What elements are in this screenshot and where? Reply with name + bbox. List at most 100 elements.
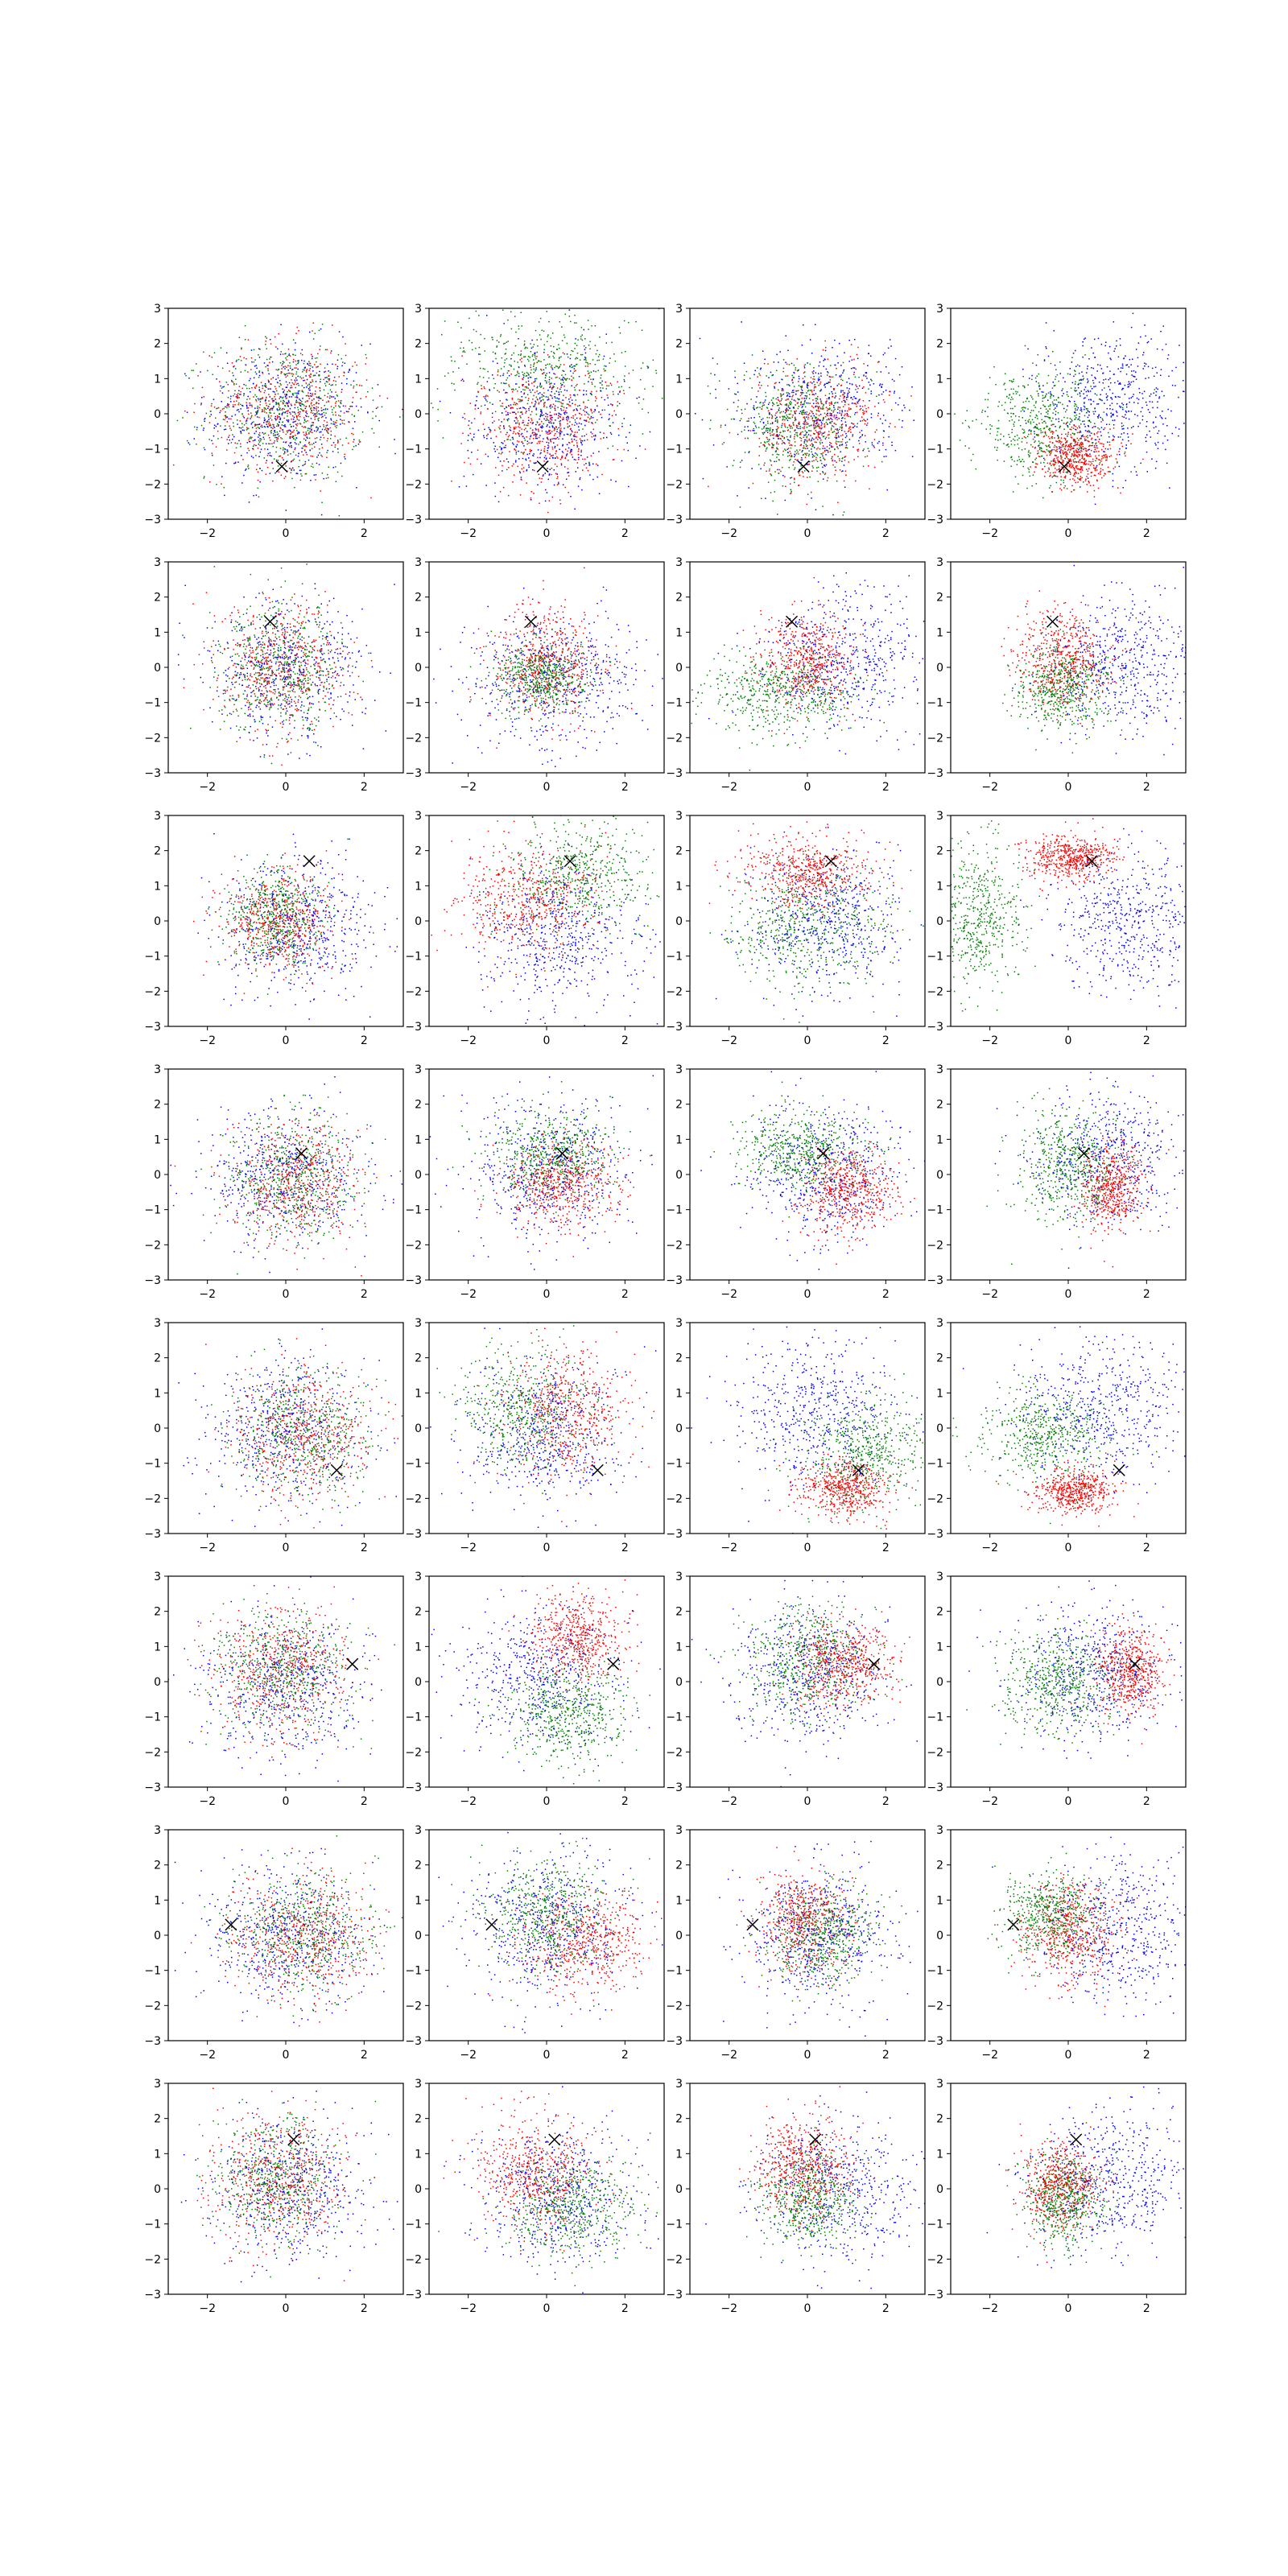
point-blue — [598, 411, 600, 413]
point-red — [856, 411, 858, 413]
point-red — [240, 443, 242, 445]
point-blue — [903, 404, 905, 407]
point-blue — [348, 421, 349, 423]
point-red — [819, 383, 821, 385]
point-blue — [799, 412, 800, 415]
point-green — [841, 457, 843, 460]
point-red — [486, 435, 488, 436]
point-blue — [473, 433, 475, 436]
point-blue — [539, 435, 541, 436]
point-red — [815, 448, 818, 450]
point-green — [565, 379, 567, 381]
point-green — [766, 428, 767, 430]
point-blue — [308, 388, 310, 390]
point-green — [329, 438, 332, 440]
point-red — [827, 410, 828, 411]
point-red — [863, 374, 865, 376]
point-blue — [566, 419, 568, 420]
point-red — [552, 403, 555, 405]
point-blue — [200, 402, 202, 404]
point-red — [759, 387, 761, 389]
point-green — [303, 403, 304, 406]
point-red — [785, 399, 786, 401]
point-blue — [348, 371, 349, 373]
point-red — [284, 394, 286, 395]
point-blue — [851, 422, 852, 424]
point-red — [816, 425, 819, 427]
point-red — [325, 477, 328, 479]
point-green — [499, 428, 501, 430]
point-red — [547, 354, 549, 356]
point-red — [200, 404, 202, 406]
point-red — [272, 401, 274, 402]
point-blue — [1135, 371, 1137, 373]
point-red — [1053, 464, 1055, 465]
point-red — [514, 427, 516, 430]
point-blue — [803, 401, 806, 402]
point-red — [828, 402, 831, 404]
point-red — [551, 378, 552, 379]
point-red — [321, 447, 324, 448]
point-blue — [577, 467, 579, 469]
point-green — [622, 390, 625, 391]
point-blue — [320, 436, 322, 438]
point-blue — [266, 460, 267, 461]
point-red — [533, 434, 535, 436]
point-green — [796, 431, 799, 434]
point-green — [327, 393, 329, 394]
point-red — [807, 414, 809, 416]
point-green — [801, 451, 803, 452]
point-blue — [263, 417, 266, 419]
point-red — [1059, 470, 1061, 473]
point-red — [225, 415, 227, 418]
point-blue — [246, 442, 249, 444]
point-blue — [1153, 421, 1154, 423]
point-green — [810, 425, 811, 427]
point-red — [766, 436, 768, 439]
point-red — [835, 428, 836, 430]
point-green — [318, 374, 320, 376]
point-green — [821, 453, 823, 455]
point-blue — [820, 355, 823, 357]
point-green — [326, 452, 328, 453]
point-green — [607, 448, 609, 449]
point-green — [283, 447, 284, 449]
point-green — [774, 479, 776, 481]
point-red — [794, 372, 795, 374]
point-red — [786, 404, 788, 406]
point-green — [481, 385, 482, 386]
point-red — [323, 378, 324, 381]
point-green — [1121, 407, 1124, 409]
point-red — [539, 442, 540, 444]
point-red — [815, 437, 817, 440]
point-green — [542, 398, 544, 401]
point-red — [584, 414, 586, 416]
point-green — [782, 411, 784, 413]
point-green — [567, 356, 569, 358]
point-green — [780, 470, 782, 473]
point-red — [348, 411, 349, 413]
point-green — [293, 421, 295, 423]
point-green — [767, 427, 769, 429]
point-green — [312, 431, 313, 434]
point-red — [567, 427, 569, 428]
point-blue — [301, 447, 303, 449]
point-red — [776, 443, 778, 444]
point-blue — [781, 388, 783, 390]
point-green — [324, 367, 326, 369]
point-blue — [221, 401, 222, 402]
point-red — [543, 406, 545, 407]
point-green — [530, 369, 532, 371]
point-blue — [295, 443, 297, 445]
point-blue — [547, 478, 549, 481]
point-red — [1087, 470, 1089, 472]
point-green — [551, 365, 553, 366]
point-blue — [258, 389, 260, 390]
point-red — [257, 448, 259, 449]
point-green — [581, 353, 584, 356]
point-red — [256, 423, 258, 426]
point-red — [519, 359, 521, 361]
point-red — [758, 446, 761, 448]
point-red — [314, 437, 316, 440]
point-green — [523, 345, 526, 346]
